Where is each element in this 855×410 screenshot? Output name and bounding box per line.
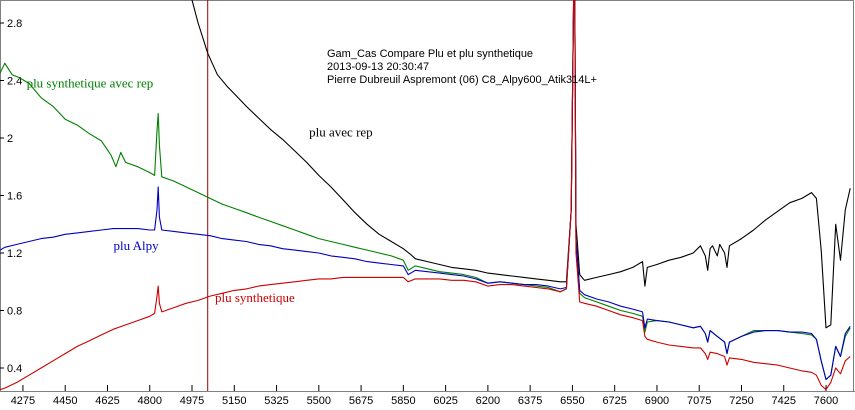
x-tick-label: 4625 (95, 395, 119, 407)
series-label-0: plu avec rep (309, 125, 373, 140)
y-tick-label: 2.8 (7, 18, 22, 30)
x-tick-label: 6375 (518, 395, 542, 407)
x-tick-label: 5500 (307, 395, 331, 407)
y-tick-label: 2.4 (7, 76, 22, 88)
x-tick-label: 6025 (433, 395, 457, 407)
y-tick-label: 2 (7, 133, 13, 145)
y-tick-label: 0.4 (7, 363, 22, 375)
info-line-observer: Pierre Dubreuil Aspremont (06) C8_Alpy60… (327, 74, 597, 86)
y-tick-label: 1.2 (7, 248, 22, 260)
y-tick-group: 0.4 0.8 1.2 1.6 2 2.4 2.8 (0, 18, 22, 375)
y-tick-label: 1.6 (7, 191, 22, 203)
series-line-2 (0, 0, 851, 381)
series-line-3 (0, 0, 851, 391)
x-tick-label: 5150 (222, 395, 246, 407)
x-tick-label: 6550 (560, 395, 584, 407)
series-label-1: plu synthetique avec rep (27, 76, 154, 91)
x-tick-label: 7425 (772, 395, 796, 407)
info-block: Gam_Cas Compare Plu et plu synthetique 2… (327, 48, 597, 86)
y-tick-label: 0.8 (7, 306, 22, 318)
series-label-group: plu avec rep plu synthetique avec rep plu … (27, 76, 373, 305)
x-tick-label: 5850 (391, 395, 415, 407)
info-line-target: Gam_Cas Compare Plu et plu synthetique (327, 48, 533, 60)
series-label-3: plu synthetique (215, 290, 295, 305)
x-tick-label: 4275 (11, 395, 35, 407)
plot-frame (0, 0, 854, 392)
x-tick-label: 5675 (349, 395, 373, 407)
x-tick-label: 7250 (729, 395, 753, 407)
x-tick-label: 6900 (645, 395, 669, 407)
x-tick-label: 7075 (687, 395, 711, 407)
x-tick-group: 4275 4450 4625 4800 4975 5150 5325 5500 5675 5850… (11, 385, 838, 407)
x-tick-label: 4450 (53, 395, 77, 407)
series-label-2: plu Alpy (114, 238, 160, 253)
x-tick-label: 7600 (814, 395, 838, 407)
x-tick-label: 4800 (138, 395, 162, 407)
x-tick-label: 5325 (264, 395, 288, 407)
info-line-datetime: 2013-09-13 20:30:47 (327, 61, 429, 73)
x-tick-label: 4975 (180, 395, 204, 407)
x-tick-label: 6725 (602, 395, 626, 407)
series-group (0, 0, 851, 391)
x-tick-label: 6200 (476, 395, 500, 407)
